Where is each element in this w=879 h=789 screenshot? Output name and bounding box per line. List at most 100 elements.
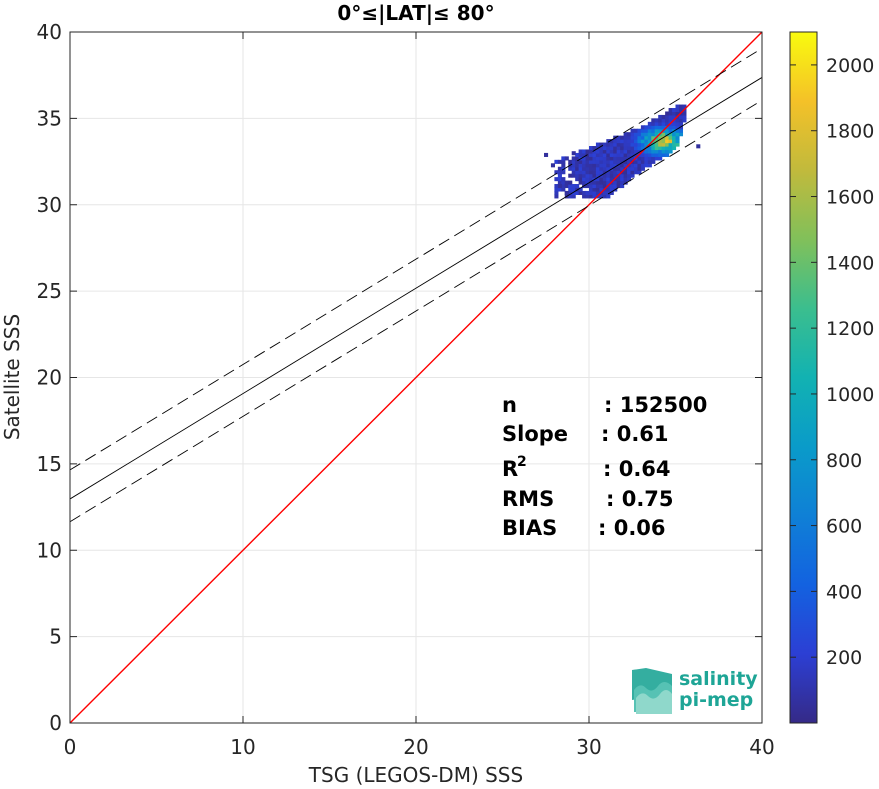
density-bin xyxy=(585,159,590,164)
density-bin xyxy=(623,149,628,154)
density-bin xyxy=(647,132,652,137)
y-tick-label: 20 xyxy=(37,366,62,390)
density-bin xyxy=(595,173,600,178)
density-bin xyxy=(571,190,576,195)
density-bin xyxy=(585,163,590,168)
density-bin xyxy=(554,177,559,182)
density-bin xyxy=(654,128,659,133)
stat-value: : 0.75 xyxy=(606,487,674,511)
density-bin xyxy=(633,159,639,164)
colorbar-tick-label: 1600 xyxy=(826,187,874,209)
density-bin xyxy=(616,156,621,161)
density-bin xyxy=(602,173,607,178)
density-bin xyxy=(647,135,652,140)
density-bin xyxy=(554,184,559,189)
y-tick-label: 10 xyxy=(37,538,62,562)
density-bin xyxy=(585,149,590,154)
density-bin xyxy=(589,173,594,178)
density-bin xyxy=(675,104,680,109)
density-bin xyxy=(592,187,597,192)
density-bin xyxy=(606,142,611,147)
density-bin xyxy=(651,132,656,137)
density-bin xyxy=(595,187,600,192)
density-bin xyxy=(571,170,576,175)
density-bin xyxy=(582,159,587,164)
density-bin xyxy=(630,156,635,161)
density-bin xyxy=(606,180,611,185)
density-bin xyxy=(582,180,587,185)
density-bin xyxy=(665,152,670,157)
density-bin xyxy=(658,156,663,161)
density-bin xyxy=(675,132,680,137)
density-bin xyxy=(668,125,673,130)
density-bin xyxy=(595,163,600,168)
colorbar-tick-label: 800 xyxy=(826,450,862,472)
density-bin xyxy=(658,125,663,130)
density-bin xyxy=(613,142,618,147)
density-bin xyxy=(582,170,587,175)
density-bin xyxy=(658,135,663,140)
density-bin xyxy=(644,135,649,140)
density-bin xyxy=(609,152,614,157)
density-bin xyxy=(578,149,583,154)
density-bin xyxy=(647,152,652,157)
density-bin xyxy=(616,142,621,147)
fit-lines xyxy=(70,32,762,723)
density-bin xyxy=(575,163,580,168)
colorbar-tick-label: 600 xyxy=(826,516,862,538)
density-bin xyxy=(609,159,614,164)
density-bin xyxy=(578,163,583,168)
y-tick-label: 25 xyxy=(37,279,62,303)
density-bin xyxy=(623,173,628,178)
density-bin xyxy=(575,184,580,189)
density-bin xyxy=(661,139,666,144)
density-bin xyxy=(578,180,583,185)
density-bin xyxy=(589,177,594,182)
density-bin xyxy=(606,170,611,175)
density-bin xyxy=(582,149,587,154)
density-bin xyxy=(637,135,642,140)
density-bin xyxy=(620,159,625,164)
density-bin xyxy=(668,114,673,119)
density-bin xyxy=(665,114,670,119)
density-bin xyxy=(554,190,559,195)
density-bin xyxy=(575,166,580,171)
density-bin xyxy=(658,121,663,126)
density-bin xyxy=(661,125,666,130)
density-bin xyxy=(658,114,663,119)
density-bin xyxy=(651,135,656,140)
density-bin xyxy=(592,190,597,195)
density-bin xyxy=(599,152,604,157)
density-bin xyxy=(672,135,677,140)
density-bin xyxy=(633,149,639,154)
x-tick-label: 40 xyxy=(749,735,774,759)
density-bin xyxy=(630,146,635,151)
density-bin xyxy=(654,118,659,123)
density-bin xyxy=(672,139,677,144)
density-bin xyxy=(647,121,652,126)
density-bin xyxy=(606,139,611,144)
density-bin xyxy=(658,118,663,123)
density-bin xyxy=(613,173,618,178)
density-bin xyxy=(599,156,604,161)
density-bin xyxy=(637,166,642,171)
density-bin xyxy=(620,149,625,154)
density-bin xyxy=(661,132,666,137)
density-bin xyxy=(623,159,628,164)
density-bin xyxy=(647,163,652,168)
regression-upper-line xyxy=(70,48,762,471)
density-bin xyxy=(582,190,587,195)
density-bin xyxy=(675,125,680,130)
density-bin xyxy=(633,146,639,151)
density-bin xyxy=(589,184,594,189)
density-bin xyxy=(613,180,618,185)
density-bin xyxy=(578,159,583,164)
density-bin xyxy=(589,156,594,161)
density-bin xyxy=(595,170,600,175)
density-bin xyxy=(606,166,611,171)
density-bin xyxy=(582,194,587,199)
density-bin xyxy=(575,152,580,157)
density-bin xyxy=(647,125,652,130)
density-bin xyxy=(627,135,632,140)
